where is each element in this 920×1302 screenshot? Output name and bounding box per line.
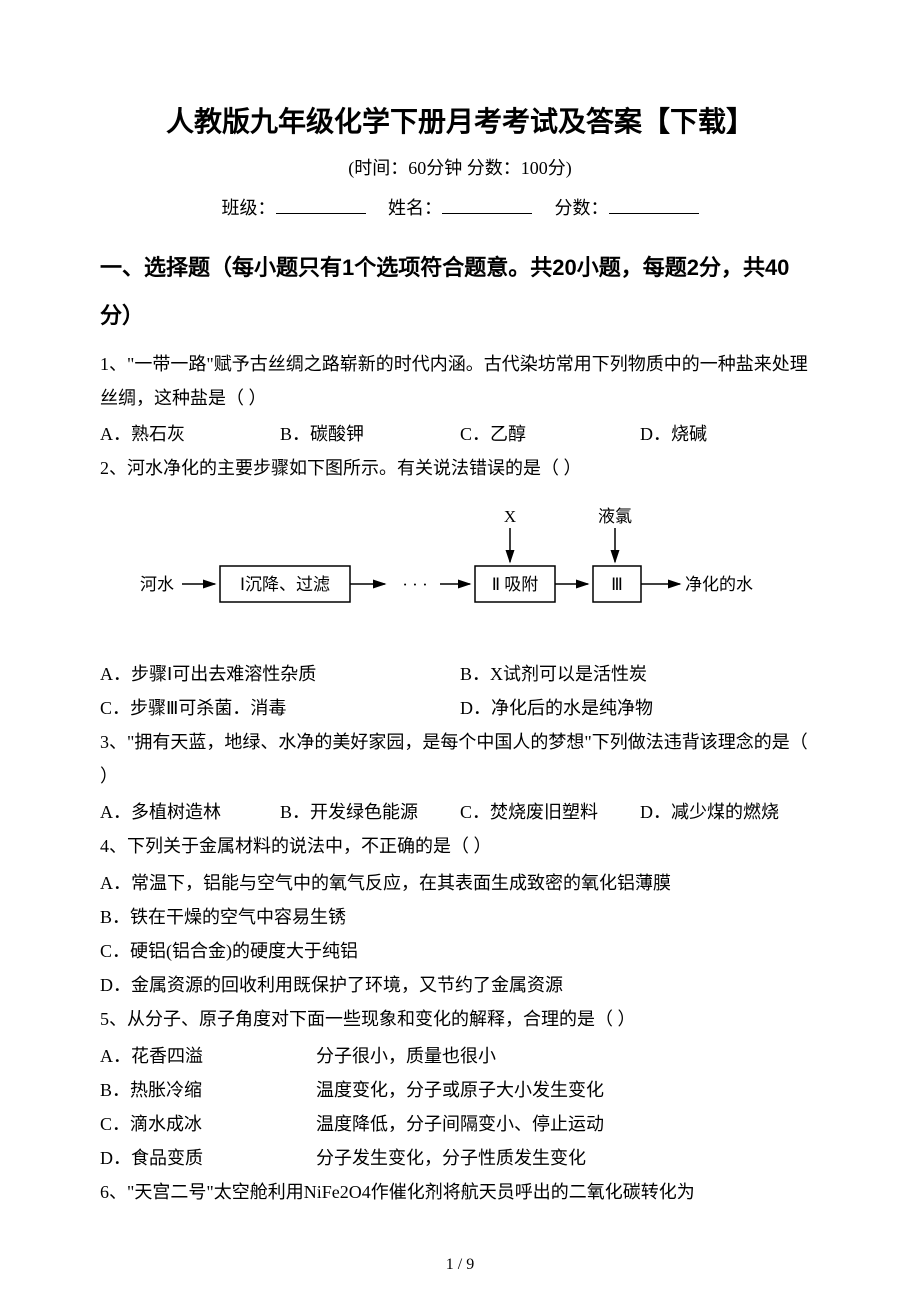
q5-opt-b-r: 温度变化，分子或原子大小发生变化 <box>316 1073 820 1107</box>
q2-opt-d: D．净化后的水是纯净物 <box>460 691 820 725</box>
page: 人教版九年级化学下册月考考试及答案【下载】 (时间：60分钟 分数：100分) … <box>0 0 920 1302</box>
exam-title: 人教版九年级化学下册月考考试及答案【下载】 <box>100 100 820 140</box>
diagram-ellipsis: · · · <box>402 575 427 594</box>
q4-opt-b: B．铁在干燥的空气中容易生锈 <box>100 900 820 934</box>
exam-subtitle: (时间：60分钟 分数：100分) <box>100 154 820 180</box>
q4-stem: 4、下列关于金属材料的说法中，不正确的是（ ） <box>100 829 820 863</box>
diagram-x-label: X <box>504 507 516 526</box>
q3-opt-a: A．多植树造林 <box>100 795 280 829</box>
q3-options: A．多植树造林 B．开发绿色能源 C．焚烧废旧塑料 D．减少煤的燃烧 <box>100 795 820 829</box>
q4-options: A．常温下，铝能与空气中的氧气反应，在其表面生成致密的氧化铝薄膜 B．铁在干燥的… <box>100 866 820 1003</box>
q3-opt-c: C．焚烧废旧塑料 <box>460 795 640 829</box>
name-label: 姓名： <box>388 198 442 218</box>
q2-options: A．步骤Ⅰ可出去难溶性杂质 B．X试剂可以是活性炭 C．步骤Ⅲ可杀菌．消毒 D．… <box>100 657 820 725</box>
q5-opt-b-l: B．热胀冷缩 <box>100 1073 316 1107</box>
q2-diagram: X 液氯 河水 Ⅰ沉降、过滤 · · · Ⅱ 吸附 Ⅲ 净化的水 <box>100 504 820 639</box>
score-blank <box>609 195 699 214</box>
q6-stem: 6、"天宫二号"太空舱利用NiFe2O4作催化剂将航天员呼出的二氧化碳转化为 <box>100 1175 820 1209</box>
page-number: 1 / 9 <box>0 1256 920 1274</box>
diagram-box1-text: Ⅰ沉降、过滤 <box>240 575 330 594</box>
name-blank <box>442 195 532 214</box>
q5-opt-a-r: 分子很小，质量也很小 <box>316 1039 820 1073</box>
q5-options: A．花香四溢 分子很小，质量也很小 B．热胀冷缩 温度变化，分子或原子大小发生变… <box>100 1039 820 1176</box>
q5-opt-c-r: 温度降低，分子间隔变小、停止运动 <box>316 1107 820 1141</box>
q1-opt-b: B．碳酸钾 <box>280 417 460 451</box>
class-label: 班级： <box>222 198 276 218</box>
q1-opt-a: A．熟石灰 <box>100 417 280 451</box>
q4-opt-d: D．金属资源的回收利用既保护了环境，又节约了金属资源 <box>100 968 820 1002</box>
q1-options: A．熟石灰 B．碳酸钾 C．乙醇 D．烧碱 <box>100 417 820 451</box>
q5-opt-c-l: C．滴水成冰 <box>100 1107 316 1141</box>
score-label: 分数： <box>555 198 609 218</box>
q2-opt-c: C．步骤Ⅲ可杀菌．消毒 <box>100 691 460 725</box>
q3-opt-b: B．开发绿色能源 <box>280 795 460 829</box>
diagram-start: 河水 <box>140 575 174 594</box>
q5-opt-d-l: D．食品变质 <box>100 1141 316 1175</box>
q1-opt-c: C．乙醇 <box>460 417 640 451</box>
q3-opt-d: D．减少煤的燃烧 <box>640 795 820 829</box>
q3-stem: 3、"拥有天蓝，地绿、水净的美好家园，是每个中国人的梦想"下列做法违背该理念的是… <box>100 725 820 793</box>
diagram-box2-text: Ⅱ 吸附 <box>492 575 539 594</box>
diagram-box3-text: Ⅲ <box>611 575 623 594</box>
q5-opt-a-l: A．花香四溢 <box>100 1039 316 1073</box>
class-blank <box>276 195 366 214</box>
section-1-heading: 一、选择题（每小题只有1个选项符合题意。共20小题，每题2分，共40分） <box>100 244 820 341</box>
q1-stem: 1、"一带一路"赋予古丝绸之路崭新的时代内涵。古代染坊常用下列物质中的一种盐来处… <box>100 347 820 415</box>
q2-opt-a: A．步骤Ⅰ可出去难溶性杂质 <box>100 657 460 691</box>
q2-stem: 2、河水净化的主要步骤如下图所示。有关说法错误的是（ ） <box>100 451 820 485</box>
diagram-end: 净化的水 <box>685 575 753 594</box>
q2-opt-b: B．X试剂可以是活性炭 <box>460 657 820 691</box>
q5-stem: 5、从分子、原子角度对下面一些现象和变化的解释，合理的是（ ） <box>100 1002 820 1036</box>
q5-opt-d-r: 分子发生变化，分子性质发生变化 <box>316 1141 820 1175</box>
q4-opt-a: A．常温下，铝能与空气中的氧气反应，在其表面生成致密的氧化铝薄膜 <box>100 866 820 900</box>
diagram-cl-label: 液氯 <box>598 507 632 526</box>
student-info-row: 班级： 姓名： 分数： <box>100 194 820 220</box>
q4-opt-c: C．硬铝(铝合金)的硬度大于纯铝 <box>100 934 820 968</box>
q1-opt-d: D．烧碱 <box>640 417 820 451</box>
flow-diagram-svg: X 液氯 河水 Ⅰ沉降、过滤 · · · Ⅱ 吸附 Ⅲ 净化的水 <box>140 504 780 634</box>
